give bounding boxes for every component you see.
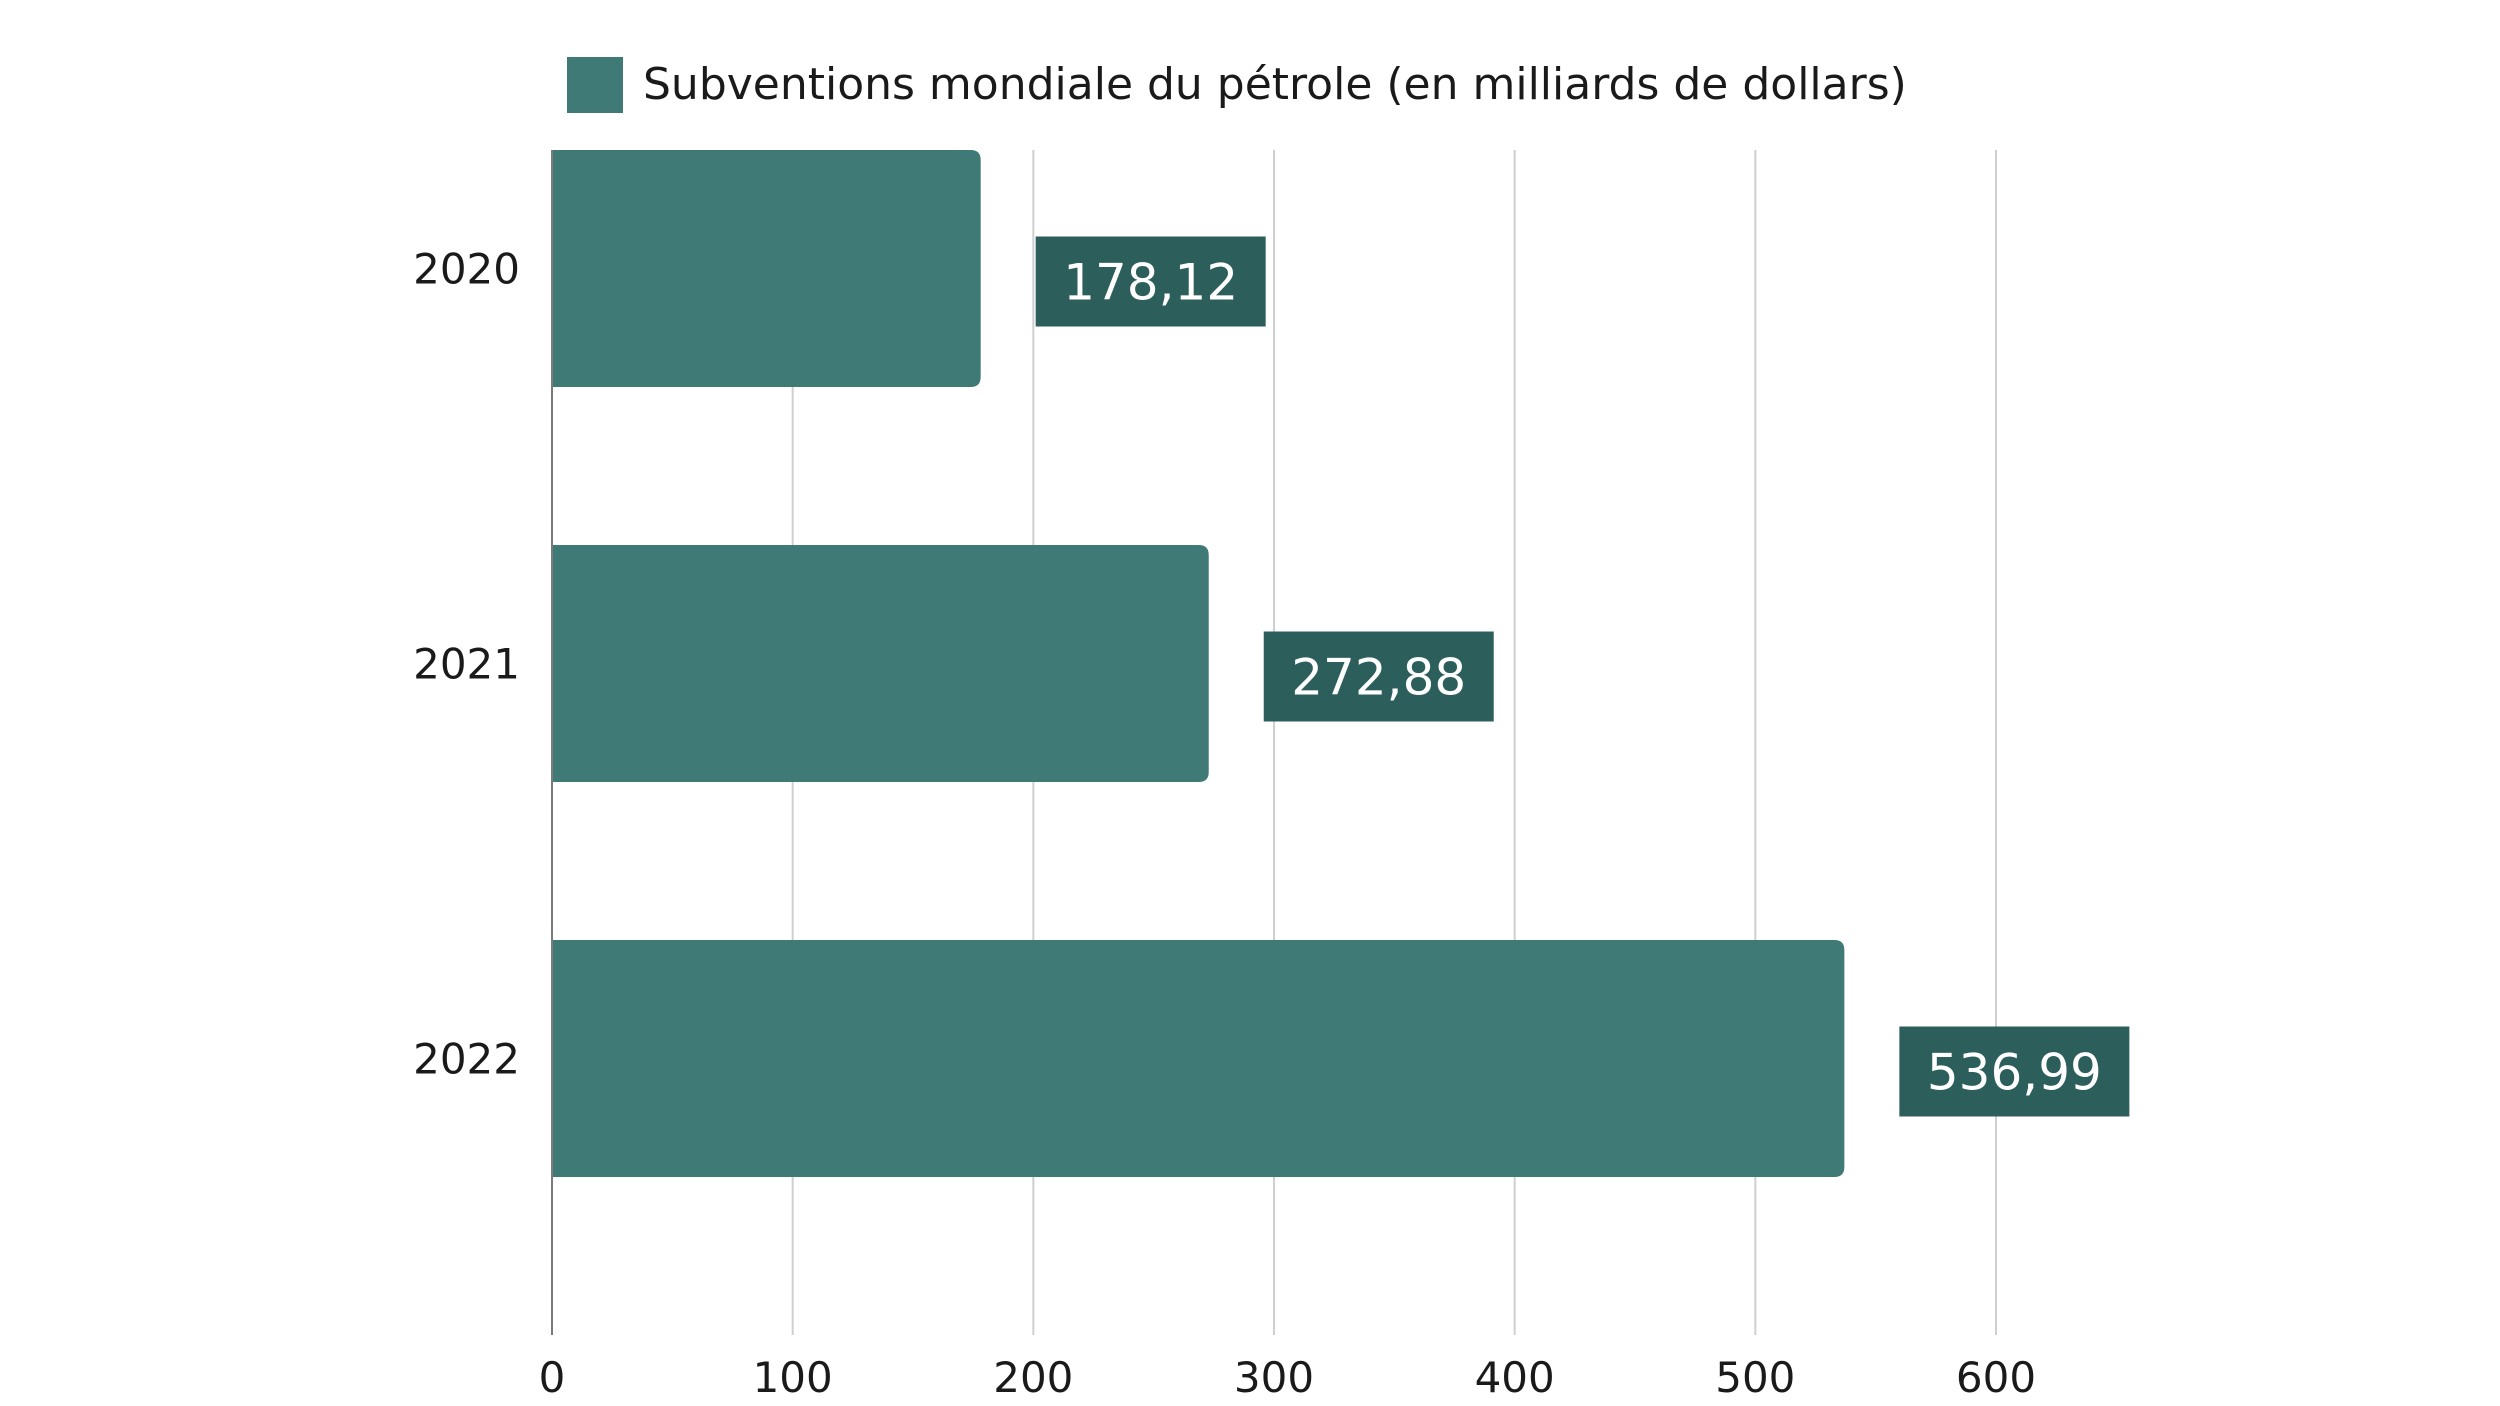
data-label-2021: 272,88: [1263, 631, 1494, 722]
legend: Subventions mondiale du pétrole (en mill…: [567, 57, 1907, 113]
x-tick-label-200: 200: [993, 1353, 1073, 1402]
bar-2020: [552, 150, 981, 387]
x-tick-label-400: 400: [1475, 1353, 1555, 1402]
bar-2022: [552, 940, 1845, 1177]
x-tick-label-600: 600: [1956, 1353, 2036, 1402]
data-label-text: 178,12: [1063, 254, 1238, 312]
category-labels: 2020 2021 2022: [413, 245, 520, 1084]
x-tick-label-300: 300: [1234, 1353, 1314, 1402]
category-label-2022: 2022: [413, 1035, 520, 1084]
data-label-box: [1035, 236, 1266, 327]
x-tick-labels: 0 100 200 300 400 500 600: [539, 1353, 2036, 1402]
legend-label: Subventions mondiale du pétrole (en mill…: [643, 59, 1907, 110]
data-label-text: 272,88: [1291, 649, 1466, 707]
bar-2021: [552, 545, 1209, 782]
category-label-2021: 2021: [413, 640, 520, 689]
category-label-2020: 2020: [413, 245, 520, 294]
x-tick-label-100: 100: [753, 1353, 833, 1402]
bars: [552, 150, 1845, 1177]
x-tick-label-500: 500: [1715, 1353, 1795, 1402]
data-labels: 178,12 272,88 536,99: [1035, 236, 2130, 1117]
data-label-2022: 536,99: [1899, 1026, 2130, 1117]
data-label-box: [1263, 631, 1494, 722]
data-label-box: [1899, 1026, 2130, 1117]
legend-swatch: [567, 57, 623, 113]
data-label-2020: 178,12: [1035, 236, 1266, 327]
data-label-text: 536,99: [1927, 1044, 2102, 1102]
x-tick-label-0: 0: [539, 1353, 566, 1402]
